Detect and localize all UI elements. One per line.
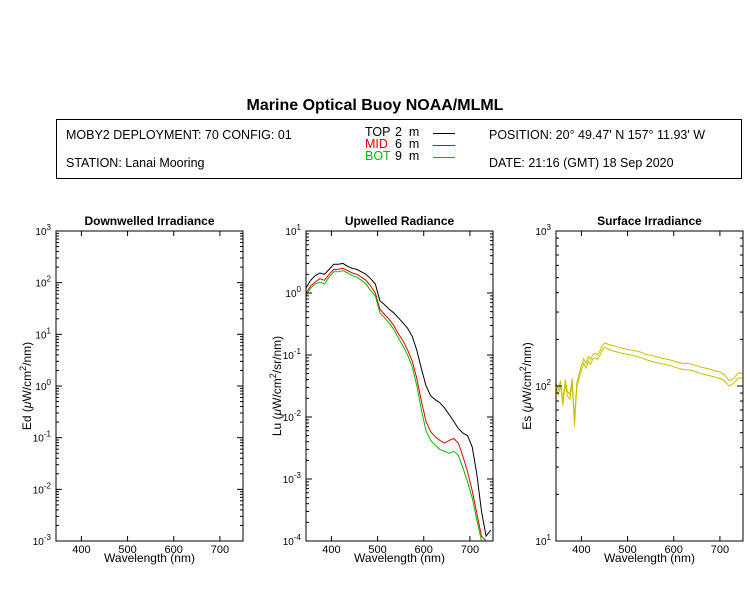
legend-entry-bot: BOT 9 m (365, 149, 419, 163)
y-axis-label: Lu (μW/cm2/sr/nm) (268, 336, 284, 436)
series-line-1 (556, 342, 743, 421)
deployment-text: MOBY2 DEPLOYMENT: 70 CONFIG: 01 (66, 128, 292, 142)
x-axis-label: Wavelength (nm) (604, 551, 695, 565)
x-tick-label: 400 (72, 544, 90, 556)
series-line-2 (306, 267, 487, 541)
y-tick-label: 103 (535, 223, 551, 238)
x-axis-label: Wavelength (nm) (104, 551, 195, 565)
legend-name: MID (365, 137, 388, 151)
legend-entry-top: TOP 2 m (365, 125, 419, 139)
x-tick-label: 700 (711, 544, 729, 556)
chart-title: Surface Irradiance (597, 214, 702, 228)
y-tick-label: 10-1 (33, 430, 52, 445)
legend-line-bot (433, 157, 455, 158)
x-tick-label: 500 (618, 544, 636, 556)
y-tick-label: 10-2 (283, 409, 302, 424)
page-title: Marine Optical Buoy NOAA/MLML (246, 97, 504, 114)
legend-depth: 2 m (395, 125, 420, 139)
series-line-2 (556, 346, 743, 427)
legend-line-top (433, 133, 455, 134)
y-tick-label: 100 (35, 378, 51, 393)
x-tick-label: 600 (665, 544, 683, 556)
y-tick-label: 101 (35, 326, 51, 341)
y-tick-label: 101 (535, 533, 551, 548)
x-tick-label: 700 (211, 544, 229, 556)
y-tick-label: 10-3 (33, 533, 52, 548)
plot-frame (555, 230, 744, 542)
plot-frame (305, 230, 494, 542)
series-line-1 (306, 262, 492, 538)
x-tick-label: 700 (461, 544, 479, 556)
chart-panel-1: 400 500 600 700 10-3 10-2 10-1 100 101 102 103 Down… (18, 214, 244, 565)
station-text: STATION: Lanai Mooring (66, 156, 205, 170)
x-axis-label: Wavelength (nm) (354, 551, 445, 565)
info-box: MOBY2 DEPLOYMENT: 70 CONFIG: 01 STATION:… (56, 119, 742, 179)
x-tick-label: 600 (165, 544, 183, 556)
chart-panel-2: 400 500 600 700 10-4 10-3 10-2 10-1 100 101 Upwell… (268, 214, 494, 565)
y-tick-label: 100 (285, 285, 301, 300)
chart-title: Upwelled Radiance (345, 214, 455, 228)
chart-title: Downwelled Irradiance (84, 214, 214, 228)
date-text: DATE: 21:16 (GMT) 18 Sep 2020 (489, 156, 674, 170)
y-tick-label: 10-4 (283, 533, 302, 548)
legend-depth: 6 m (395, 137, 420, 151)
legend-name: TOP (365, 125, 391, 139)
legend-entry-mid: MID 6 m (365, 137, 419, 151)
legend-name: BOT (365, 149, 391, 163)
x-tick-label: 400 (572, 544, 590, 556)
series-line-3 (306, 270, 487, 541)
legend-line-mid (433, 145, 455, 146)
y-tick-label: 102 (535, 378, 551, 393)
x-tick-label: 400 (322, 544, 340, 556)
y-tick-label: 101 (285, 223, 301, 238)
x-tick-label: 500 (368, 544, 386, 556)
y-tick-label: 10-1 (283, 347, 302, 362)
plot-frame (55, 230, 244, 542)
x-tick-label: 500 (118, 544, 136, 556)
y-tick-label: 102 (35, 275, 51, 290)
y-tick-label: 10-2 (33, 481, 52, 496)
chart-panel-3: 400 500 600 700 101 102 103 Surface Irradiance W… (518, 214, 744, 565)
position-text: POSITION: 20° 49.47' N 157° 11.93' W (489, 128, 706, 142)
legend-depth: 9 m (395, 149, 420, 163)
y-axis-label: Ed (μW/cm2/nm) (18, 342, 34, 430)
y-axis-label: Es (μW/cm2/nm) (518, 342, 534, 430)
y-tick-label: 103 (35, 223, 51, 238)
x-tick-label: 600 (415, 544, 433, 556)
y-tick-label: 10-3 (283, 471, 302, 486)
